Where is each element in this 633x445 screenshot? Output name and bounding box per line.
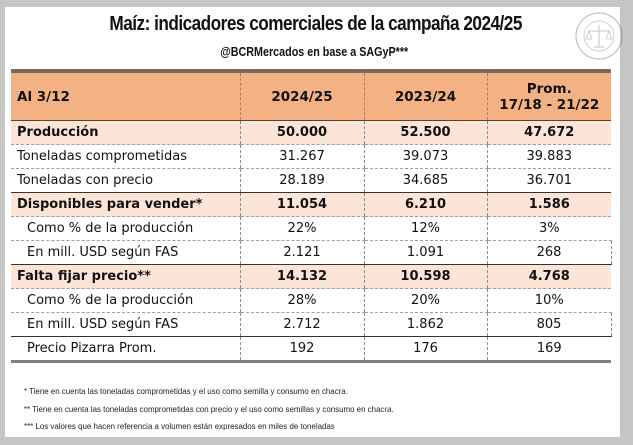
- table-header-row: Al 3/12 2024/25 2023/24 Prom. 17/18 - 21…: [11, 71, 611, 121]
- header-2024-25: 2024/25: [239, 71, 364, 121]
- table-row-falta-fijar: Falta fijar precio** 14.132 10.598 4.768: [11, 264, 611, 289]
- row-label: Disponibles para vender*: [11, 192, 240, 217]
- footnote-1: * Tiene en cuenta las toneladas comprome…: [24, 386, 348, 396]
- cell-value: 22%: [239, 216, 364, 241]
- footnotes: * Tiene en cuenta las toneladas comprome…: [24, 384, 567, 437]
- cell-value: 4.768: [486, 264, 611, 289]
- cell-value: 3%: [486, 216, 611, 241]
- header-average: Prom. 17/18 - 21/22: [486, 71, 611, 121]
- cell-value: 2.712: [239, 312, 364, 337]
- table-row-precio-pizarra: Precio Pizarra Prom. 192 176 169: [11, 336, 611, 363]
- header-date: Al 3/12: [11, 71, 240, 121]
- cell-value: 1.862: [363, 312, 487, 337]
- header-2023-24: 2023/24: [363, 71, 487, 121]
- cell-value: 1.586: [486, 192, 611, 217]
- row-label: Producción: [11, 120, 240, 145]
- cell-value: 34.685: [363, 168, 487, 193]
- cell-value: 39.883: [486, 144, 611, 169]
- table-row-disponibles-pct: Como % de la producción 22% 12% 3%: [11, 216, 611, 241]
- cell-value: 50.000: [239, 120, 364, 145]
- cell-value: 52.500: [363, 120, 487, 145]
- cell-value: 169: [486, 336, 611, 363]
- header-average-range: 17/18 - 21/22: [499, 96, 600, 113]
- bolsa-de-comercio-seal-icon: [575, 12, 623, 60]
- table-row-disponibles-usd: En mill. USD según FAS 2.121 1.091 268: [11, 240, 612, 265]
- row-label: Como % de la producción: [11, 216, 240, 241]
- table-row-disponibles: Disponibles para vender* 11.054 6.210 1.…: [11, 192, 611, 217]
- cell-value: 176: [363, 336, 487, 363]
- page-subtitle: @BCRMercados en base a SAGyP***: [220, 45, 409, 59]
- cell-value: 10%: [486, 288, 611, 313]
- cell-value: 28.189: [239, 168, 364, 193]
- cell-value: 20%: [363, 288, 487, 313]
- cell-value: 12%: [363, 216, 487, 241]
- cell-value: 805: [486, 312, 612, 337]
- table-row-falta-fijar-usd: En mill. USD según FAS 2.712 1.862 805: [11, 312, 612, 337]
- cell-value: 6.210: [363, 192, 487, 217]
- row-label: Precio Pizarra Prom.: [11, 336, 240, 363]
- row-label: Toneladas con precio: [11, 168, 240, 193]
- cell-value: 268: [486, 240, 612, 265]
- row-label: Como % de la producción: [11, 288, 240, 313]
- report-card: Maíz: indicadores comerciales de la camp…: [5, 7, 623, 437]
- table-row-falta-fijar-pct: Como % de la producción 28% 20% 10%: [11, 288, 611, 313]
- cell-value: 39.073: [363, 144, 487, 169]
- indicators-table: Al 3/12 2024/25 2023/24 Prom. 17/18 - 21…: [11, 69, 612, 363]
- header-average-label: Prom.: [526, 80, 572, 97]
- cell-value: 1.091: [363, 240, 487, 265]
- row-label: Falta fijar precio**: [11, 264, 240, 289]
- table-row-produccion: Producción 50.000 52.500 47.672: [11, 120, 611, 145]
- cell-value: 28%: [239, 288, 364, 313]
- table-row-toneladas-comprometidas: Toneladas comprometidas 31.267 39.073 39…: [11, 144, 611, 169]
- page-title: Maíz: indicadores comerciales de la camp…: [109, 13, 522, 35]
- cell-value: 36.701: [486, 168, 611, 193]
- cell-value: 47.672: [486, 120, 611, 145]
- row-label: Toneladas comprometidas: [11, 144, 240, 169]
- cell-value: 11.054: [239, 192, 364, 217]
- cell-value: 14.132: [239, 264, 364, 289]
- footnote-2: ** Tiene en cuenta las toneladas comprom…: [24, 403, 394, 414]
- row-label: En mill. USD según FAS: [11, 312, 240, 337]
- cell-value: 10.598: [363, 264, 487, 289]
- table-row-toneladas-con-precio: Toneladas con precio 28.189 34.685 36.70…: [11, 168, 611, 193]
- row-label: En mill. USD según FAS: [11, 240, 240, 265]
- footnote-3: *** Los valores que hacen referencia a v…: [24, 421, 335, 431]
- cell-value: 31.267: [239, 144, 364, 169]
- cell-value: 2.121: [239, 240, 364, 265]
- cell-value: 192: [239, 336, 364, 363]
